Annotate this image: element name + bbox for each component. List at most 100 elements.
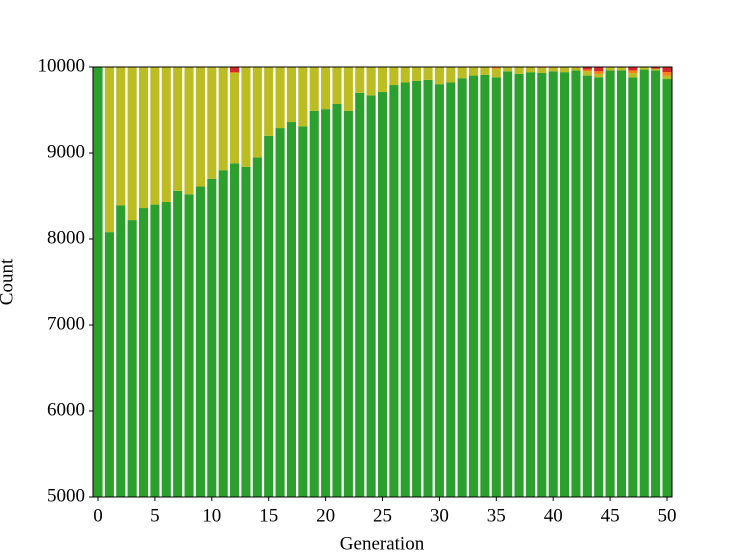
bar-segment	[628, 77, 638, 497]
x-tick-label: 25	[373, 505, 392, 526]
x-tick-label: 50	[657, 505, 676, 526]
bar-segment	[525, 72, 535, 497]
bar-segment	[628, 73, 638, 78]
bar-segment	[594, 67, 604, 72]
bar-segment	[218, 67, 228, 171]
bar-segment	[662, 75, 672, 80]
bar-segment	[582, 75, 592, 497]
bar-segment	[651, 70, 661, 497]
y-tick-label: 10000	[38, 55, 86, 76]
bar-segment	[150, 67, 160, 205]
bar-segment	[195, 67, 205, 187]
bar-segment	[389, 67, 399, 86]
bar-segment	[434, 67, 444, 85]
bar-segment	[412, 67, 422, 81]
bar-segment	[377, 67, 388, 92]
bar-segment	[628, 67, 638, 71]
x-tick-label: 0	[93, 505, 103, 526]
bar-segment	[537, 67, 547, 74]
x-tick-label: 40	[544, 505, 563, 526]
bar-segment	[184, 194, 194, 497]
bar-segment	[195, 186, 205, 498]
bar-segment	[173, 190, 183, 497]
bar-segment	[412, 80, 422, 497]
y-tick-label: 9000	[47, 141, 85, 162]
bar-segment	[582, 67, 592, 70]
bar-segment	[377, 91, 388, 497]
bar-segment	[423, 67, 433, 80]
bar-segment	[161, 202, 171, 497]
bar-segment	[116, 205, 126, 497]
bar-segment	[514, 67, 524, 74]
bar-segment	[150, 204, 160, 497]
x-tick-label: 10	[202, 505, 221, 526]
bar-segment	[594, 77, 604, 497]
bar-segment	[332, 67, 342, 104]
x-tick-label: 35	[487, 505, 506, 526]
bar-segment	[560, 72, 570, 497]
bar-segment	[480, 74, 490, 498]
bar-segment	[639, 67, 649, 70]
bar-segment	[275, 67, 285, 129]
bar-segment	[491, 67, 501, 69]
bar-segment	[343, 110, 353, 498]
bar-segment	[468, 75, 479, 497]
bar-segment	[594, 71, 604, 74]
bar-segment	[491, 77, 501, 497]
bar-segment	[332, 103, 342, 497]
bar-segment	[104, 67, 114, 233]
bar-segment	[480, 67, 490, 75]
bar-segment	[400, 67, 410, 83]
bar-segment	[605, 67, 615, 71]
bar-segment	[616, 67, 627, 71]
bar-segment	[537, 73, 547, 498]
bar-segment	[241, 67, 251, 167]
bar-segment	[286, 67, 297, 123]
bar-segment	[207, 178, 217, 498]
y-tick-label: 7000	[47, 313, 85, 334]
bar-segment	[651, 67, 661, 69]
bar-segment	[628, 70, 638, 74]
bar-segment	[127, 220, 137, 497]
bar-segment	[309, 67, 319, 111]
bar-segment	[355, 92, 365, 498]
bar-segment	[173, 67, 183, 191]
bar-segment	[104, 232, 114, 497]
bar-segment	[298, 126, 308, 497]
bar-segment	[218, 170, 228, 497]
bar-segment	[457, 78, 467, 498]
bar-segment	[138, 208, 149, 498]
bar-segment	[355, 67, 365, 93]
bar-segment	[446, 67, 456, 83]
bar-segment	[252, 157, 262, 498]
bar-segment	[400, 82, 410, 497]
bar-segment	[252, 67, 262, 158]
x-tick-label: 15	[259, 505, 278, 526]
bar-segment	[503, 71, 513, 498]
bar-segment	[651, 68, 661, 71]
bar-segment	[525, 67, 535, 73]
bar-segment	[468, 67, 479, 76]
x-tick-label: 5	[150, 505, 160, 526]
bar-segment	[582, 71, 592, 76]
bar-segment	[184, 67, 194, 195]
bar-segment	[662, 79, 672, 497]
bar-segment	[662, 72, 672, 76]
bar-segment	[230, 67, 240, 73]
bar-segment	[321, 67, 331, 110]
bar-segment	[594, 73, 604, 78]
bar-segment	[548, 67, 558, 72]
bar-segment	[548, 71, 558, 498]
bar-segment	[286, 122, 297, 497]
x-tick-label: 30	[430, 505, 449, 526]
y-tick-label: 8000	[47, 227, 85, 248]
bar-segment	[127, 67, 137, 221]
bar-segment	[93, 67, 103, 497]
x-tick-label: 45	[601, 505, 620, 526]
bar-segment	[503, 67, 513, 72]
bar-segment	[423, 79, 433, 498]
x-tick-label: 20	[316, 505, 335, 526]
x-axis-label: Generation	[340, 533, 425, 554]
